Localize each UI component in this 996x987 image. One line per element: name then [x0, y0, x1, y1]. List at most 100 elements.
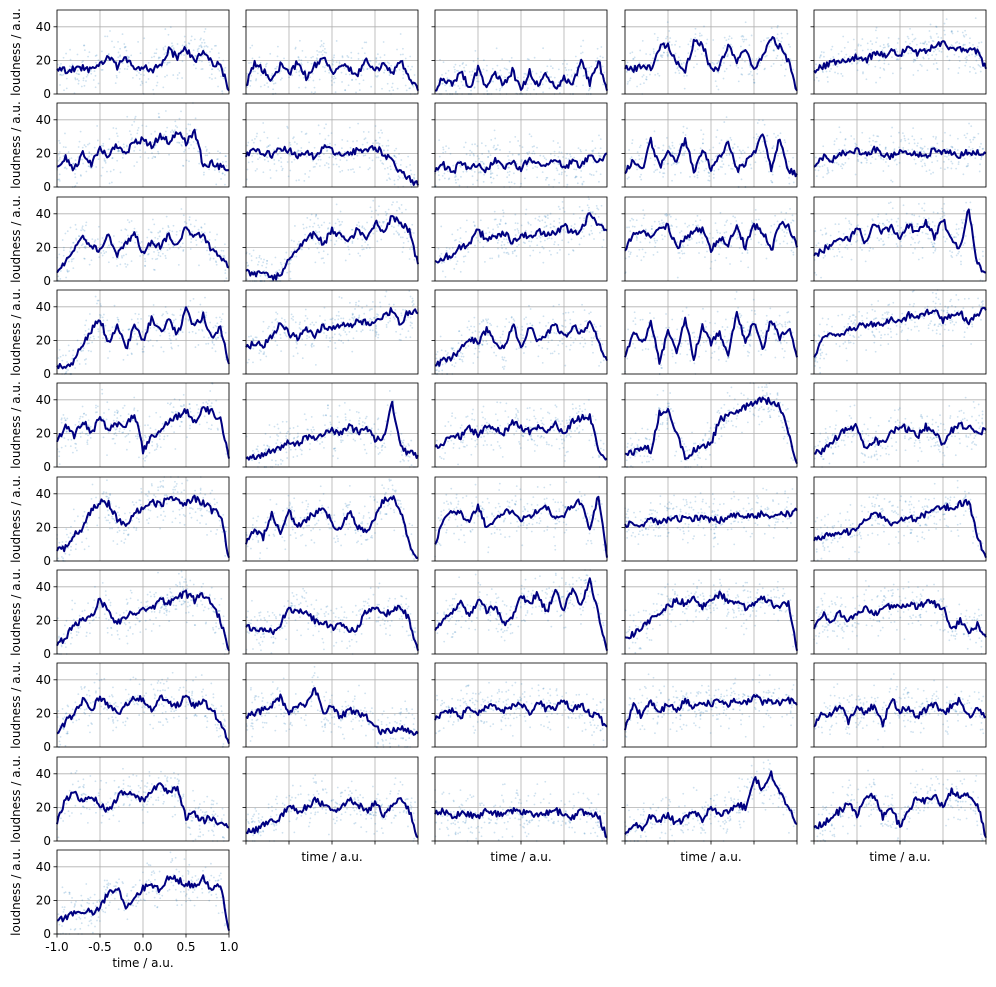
sample-point	[409, 169, 412, 172]
sample-point	[217, 336, 219, 339]
sample-point	[841, 75, 844, 77]
sample-point	[578, 327, 581, 330]
sample-point	[172, 47, 175, 50]
sample-point	[302, 227, 305, 230]
sample-point	[478, 344, 481, 347]
sample-point	[913, 214, 916, 217]
sample-point	[627, 176, 630, 179]
sample-point	[116, 265, 119, 267]
sample-point	[912, 60, 915, 63]
sample-point	[166, 63, 168, 66]
sample-point	[502, 330, 504, 333]
sample-point	[853, 138, 856, 140]
sample-point	[259, 85, 262, 88]
sample-point	[220, 318, 223, 321]
sample-point	[338, 165, 340, 168]
sample-point	[923, 156, 926, 159]
sample-point	[713, 169, 716, 172]
sample-point	[160, 66, 163, 69]
sample-point	[889, 201, 892, 204]
sample-point	[331, 317, 334, 320]
sample-point	[408, 258, 411, 260]
sample-point	[698, 39, 701, 42]
sample-point	[538, 86, 541, 89]
sample-point	[505, 68, 508, 71]
sample-point	[375, 315, 378, 318]
sample-point	[315, 214, 318, 217]
sample-point	[280, 165, 283, 168]
sample-point	[128, 130, 131, 132]
sample-point	[668, 213, 671, 216]
sample-point	[916, 57, 919, 60]
sample-point	[438, 178, 441, 181]
sample-point	[888, 220, 890, 223]
sample-point	[729, 136, 732, 139]
sample-point	[962, 43, 965, 46]
sample-point	[203, 171, 205, 174]
sample-point	[900, 226, 903, 229]
sample-point	[490, 324, 493, 327]
sample-point	[63, 167, 66, 169]
sample-point	[375, 58, 378, 60]
sample-point	[728, 152, 731, 155]
sample-point	[369, 60, 372, 63]
sample-point	[154, 156, 157, 158]
sample-point	[777, 39, 780, 42]
sample-point	[553, 154, 556, 157]
sample-point	[318, 78, 321, 81]
sample-point	[949, 134, 952, 137]
sample-point	[501, 58, 504, 61]
sample-point	[323, 332, 325, 334]
sample-point	[124, 46, 126, 48]
sample-point	[267, 327, 269, 330]
sample-point	[288, 76, 290, 79]
sample-point	[729, 263, 731, 265]
sample-point	[398, 208, 401, 210]
sample-point	[934, 249, 936, 252]
sample-point	[666, 55, 669, 58]
sample-point	[723, 62, 725, 64]
sample-point	[951, 44, 954, 47]
sample-point	[625, 70, 628, 73]
sample-point	[956, 149, 959, 151]
sample-point	[736, 145, 739, 148]
sample-point	[341, 81, 343, 83]
sample-point	[363, 227, 366, 230]
sample-point	[187, 42, 190, 45]
sample-point	[868, 140, 871, 143]
sample-point	[252, 347, 255, 350]
sample-point	[338, 296, 341, 298]
sample-point	[335, 314, 338, 317]
sample-point	[592, 161, 595, 164]
sample-point	[265, 65, 267, 68]
sample-point	[955, 236, 957, 239]
sample-point	[829, 234, 832, 237]
sample-point	[69, 226, 72, 229]
sample-point	[520, 159, 523, 161]
sample-point	[183, 150, 186, 153]
sample-point	[280, 317, 283, 320]
sample-point	[717, 88, 720, 91]
sample-point	[591, 140, 594, 142]
sample-point	[731, 167, 734, 170]
sample-point	[445, 246, 448, 249]
sample-point	[317, 124, 320, 127]
sample-point	[847, 41, 849, 44]
sample-point	[770, 27, 773, 30]
sample-point	[290, 239, 293, 242]
sample-point	[126, 55, 129, 58]
sample-point	[67, 344, 70, 347]
sample-point	[740, 178, 743, 181]
sample-point	[74, 77, 77, 79]
sample-point	[369, 206, 372, 209]
sample-point	[393, 155, 396, 157]
sample-point	[457, 342, 460, 345]
sample-point	[875, 81, 877, 84]
sample-point	[625, 164, 627, 167]
sample-point	[438, 370, 440, 373]
sample-point	[256, 72, 259, 75]
sample-point	[550, 76, 552, 78]
sample-point	[926, 147, 929, 150]
sample-point	[393, 179, 396, 182]
sample-point	[329, 142, 331, 145]
